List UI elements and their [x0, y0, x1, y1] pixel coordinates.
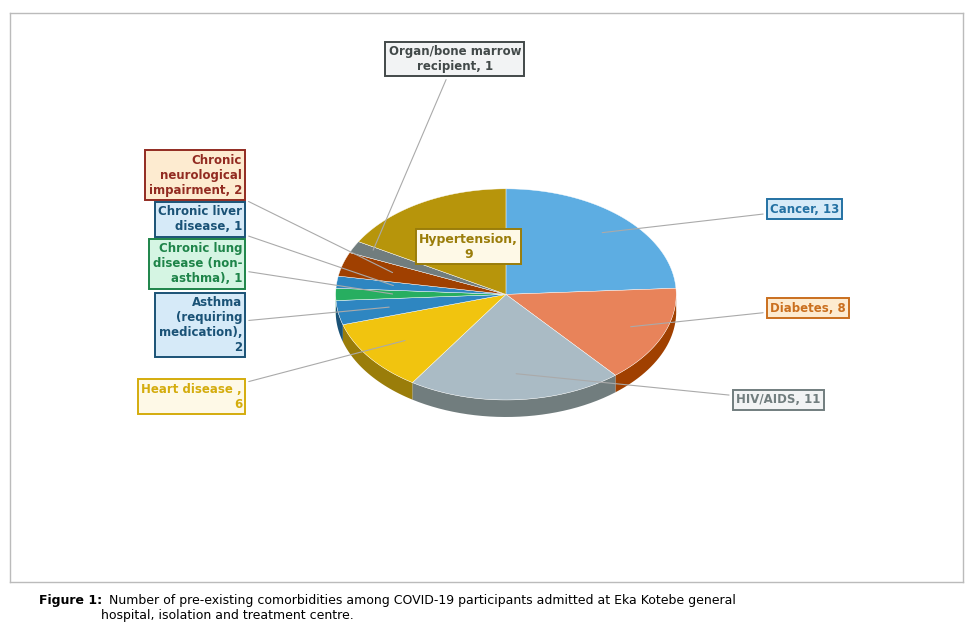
Text: Number of pre-existing comorbidities among COVID-19 participants admitted at Eka: Number of pre-existing comorbidities amo…	[101, 594, 736, 622]
Text: HIV/AIDS, 11: HIV/AIDS, 11	[516, 374, 820, 406]
Polygon shape	[336, 276, 506, 294]
Polygon shape	[342, 294, 506, 383]
Text: Diabetes, 8: Diabetes, 8	[631, 301, 846, 327]
Text: Heart disease ,
6: Heart disease , 6	[141, 340, 405, 411]
Polygon shape	[336, 301, 342, 342]
Polygon shape	[413, 375, 615, 417]
Polygon shape	[506, 288, 676, 375]
Polygon shape	[413, 294, 615, 400]
Polygon shape	[615, 292, 676, 392]
Polygon shape	[336, 288, 506, 301]
Polygon shape	[349, 242, 506, 294]
Text: Asthma
(requiring
medication),
2: Asthma (requiring medication), 2	[159, 296, 389, 354]
Text: Hypertension,
9: Hypertension, 9	[419, 233, 518, 260]
Text: Organ/bone marrow
recipient, 1: Organ/bone marrow recipient, 1	[374, 45, 522, 250]
Polygon shape	[342, 324, 413, 399]
Text: Chronic lung
disease (non-
asthma), 1: Chronic lung disease (non- asthma), 1	[153, 243, 392, 294]
Polygon shape	[339, 253, 506, 294]
Text: Chronic
neurological
impairment, 2: Chronic neurological impairment, 2	[149, 154, 392, 273]
Polygon shape	[336, 294, 506, 324]
Polygon shape	[506, 189, 676, 294]
Text: Chronic liver
disease, 1: Chronic liver disease, 1	[158, 205, 393, 285]
Text: Figure 1:: Figure 1:	[39, 594, 102, 607]
Text: Cancer, 13: Cancer, 13	[602, 203, 839, 233]
Polygon shape	[358, 189, 506, 294]
